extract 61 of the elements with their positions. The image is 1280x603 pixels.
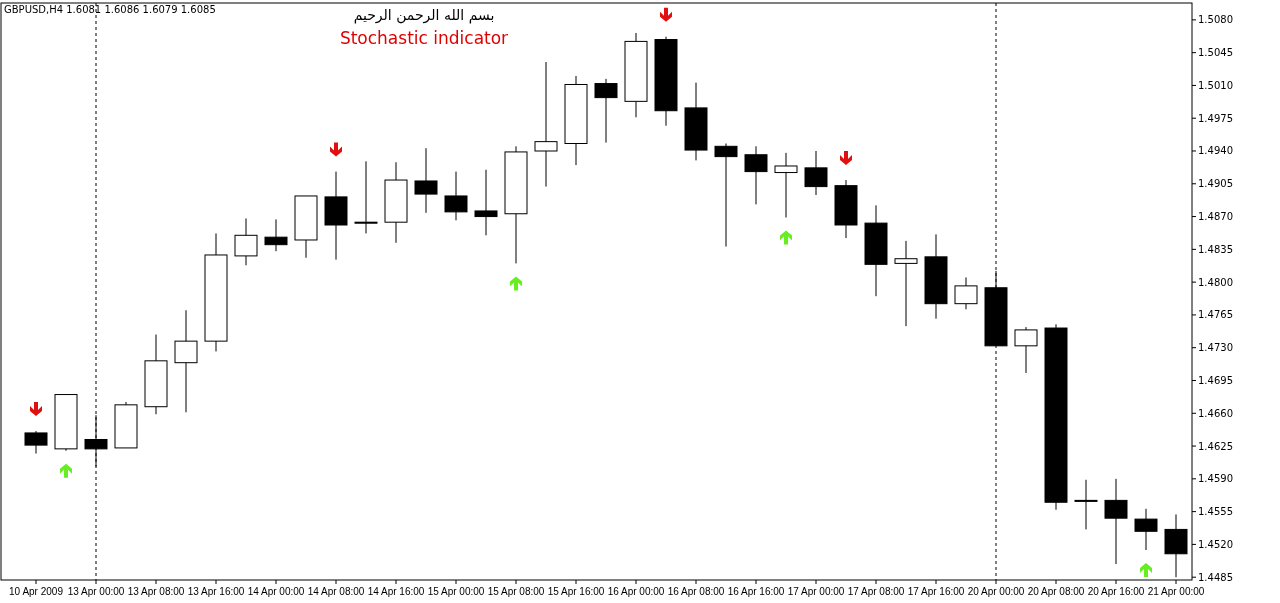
- chart-title: GBPUSD,H4 1.6081 1.6086 1.6079 1.6085: [4, 4, 216, 15]
- y-tick-label: 1.4870: [1198, 211, 1233, 223]
- candlestick: [534, 61, 558, 188]
- candlestick: [1074, 479, 1098, 530]
- x-tick-label: 16 Apr 00:00: [607, 586, 665, 597]
- x-tick-label: 14 Apr 16:00: [367, 586, 425, 597]
- y-tick-label: 1.4730: [1198, 342, 1233, 354]
- x-tick-label: 17 Apr 08:00: [847, 586, 905, 597]
- x-tick-label: 16 Apr 16:00: [727, 586, 785, 597]
- annotation: Stochastic indicator: [339, 28, 509, 48]
- x-tick-label: 20 Apr 08:00: [1027, 586, 1085, 597]
- y-tick-label: 1.4800: [1198, 276, 1233, 288]
- y-tick-label: 1.4555: [1198, 506, 1233, 518]
- candlestick: [174, 309, 198, 413]
- x-tick-label: 14 Apr 00:00: [247, 586, 305, 597]
- candlestick: [714, 143, 738, 248]
- candlestick: [1104, 478, 1128, 565]
- y-tick-label: 1.4520: [1198, 538, 1233, 550]
- x-tick-label: 21 Apr 00:00: [1147, 586, 1205, 597]
- x-tick-label: 16 Apr 08:00: [667, 586, 725, 597]
- candlestick: [414, 147, 438, 214]
- candlestick: [954, 276, 978, 310]
- candlestick: [594, 78, 618, 144]
- annotation: بسم الله الرحمن الرحيم: [353, 7, 495, 24]
- x-tick-label: 14 Apr 08:00: [307, 586, 365, 597]
- x-tick-label: 13 Apr 16:00: [187, 586, 245, 597]
- candlestick: [264, 218, 288, 252]
- y-tick-label: 1.5045: [1198, 47, 1233, 59]
- y-tick-label: 1.4940: [1198, 145, 1233, 157]
- y-tick-label: 1.4485: [1198, 571, 1233, 583]
- candlestick: [474, 169, 498, 236]
- candlestick: [804, 150, 828, 196]
- y-tick-label: 1.4625: [1198, 440, 1233, 452]
- x-tick-label: 13 Apr 00:00: [67, 586, 125, 597]
- x-tick-label: 15 Apr 08:00: [487, 586, 545, 597]
- y-tick-label: 1.4590: [1198, 473, 1233, 485]
- x-tick-label: 20 Apr 16:00: [1087, 586, 1145, 597]
- y-tick-label: 1.4835: [1198, 243, 1233, 255]
- x-tick-label: 20 Apr 00:00: [967, 586, 1025, 597]
- candlestick: [894, 240, 918, 327]
- candlestick: [24, 430, 48, 455]
- candlestick: [774, 152, 798, 218]
- x-tick-label: 15 Apr 16:00: [547, 586, 605, 597]
- x-tick-label: 17 Apr 16:00: [907, 586, 965, 597]
- candlestick: [354, 160, 378, 234]
- y-tick-label: 1.4660: [1198, 407, 1233, 419]
- x-tick-label: 13 Apr 08:00: [127, 586, 185, 597]
- y-tick-label: 1.4975: [1198, 112, 1233, 124]
- x-tick-label: 15 Apr 00:00: [427, 586, 485, 597]
- candlestick: [444, 171, 468, 221]
- y-tick-label: 1.5080: [1198, 14, 1233, 26]
- candlestick: [1014, 326, 1038, 374]
- x-tick-label: 17 Apr 00:00: [787, 586, 845, 597]
- candlestick: [744, 145, 768, 205]
- x-tick-label: 10 Apr 2009: [9, 586, 64, 597]
- candlestick: [1134, 508, 1158, 551]
- y-tick-label: 1.5010: [1198, 79, 1233, 91]
- y-tick-label: 1.4905: [1198, 178, 1233, 190]
- candlestick: [234, 217, 258, 266]
- y-tick-label: 1.4765: [1198, 309, 1233, 321]
- y-tick-label: 1.4695: [1198, 374, 1233, 386]
